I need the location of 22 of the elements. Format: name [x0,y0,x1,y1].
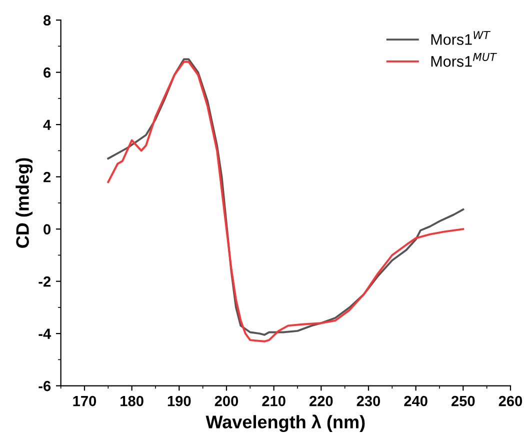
y-tick-label: -4 [38,328,52,339]
y-tick-label: 2 [44,172,51,182]
y-tick-label: -6 [38,380,51,392]
legend-label: Mors1$^{MUT}$ [431,53,497,67]
legend-label: Mors1$^{WT}$ [431,31,491,45]
x-tick-label: 170 [73,396,96,406]
y-tick-label: 0 [44,224,51,234]
x-tick-label: 230 [356,396,380,406]
x-tick-label: 180 [120,396,144,406]
y-tick-label: -2 [38,276,51,287]
x-tick-label: 210 [262,396,286,406]
y-tick-label: 6 [44,67,51,78]
y-tick-label: 8 [43,15,51,26]
x-tick-label: 260 [498,396,522,406]
x-tick-label: 190 [168,396,191,406]
y-tick-label: 4 [43,120,52,130]
x-tick-label: 220 [310,396,333,406]
y-axis-title: CD (mdeg) [16,158,33,248]
x-tick-label: 200 [214,396,238,406]
x-tick-label: 250 [451,396,475,406]
x-tick-label: 240 [404,396,428,406]
x-axis-title: Wavelength λ (nm) [206,414,365,432]
